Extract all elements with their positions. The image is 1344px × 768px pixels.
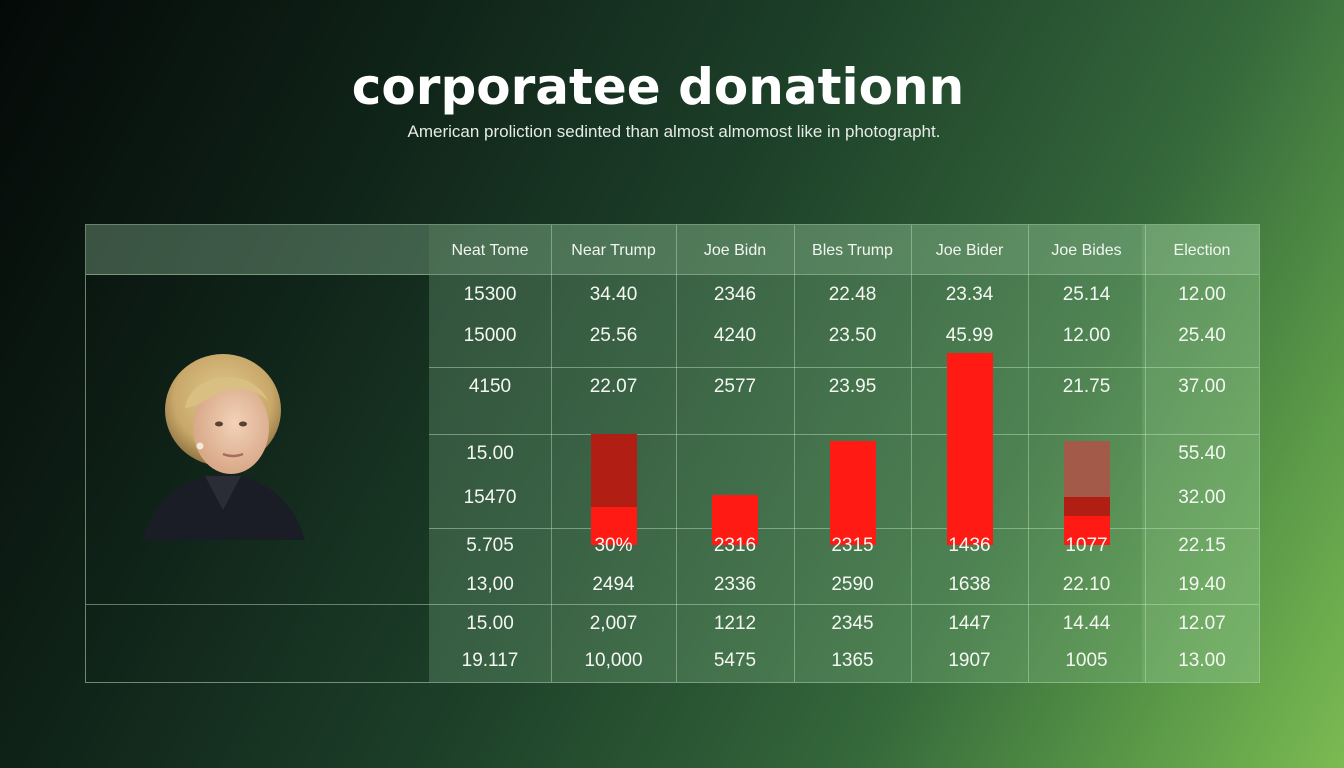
row-divider xyxy=(429,604,1259,605)
table-cell: 5475 xyxy=(713,650,757,671)
table-cell: 13.00 xyxy=(1178,650,1226,671)
table-cell: 22.07 xyxy=(589,376,638,397)
bar xyxy=(590,507,637,545)
table-cell: 15300 xyxy=(463,284,517,305)
table-cell: 5.705 xyxy=(466,535,514,556)
table-cell: 2316 xyxy=(713,535,757,556)
column-header: Joe Bides xyxy=(1051,242,1122,259)
bar xyxy=(712,495,758,545)
column-header: Joe Bidn xyxy=(703,242,767,259)
table-cell: 45.99 xyxy=(945,325,994,346)
table-cell: 4240 xyxy=(713,325,757,346)
table-cell: 25.40 xyxy=(1178,325,1226,346)
left-header-band xyxy=(86,225,429,275)
table-cell: 13,00 xyxy=(466,574,514,595)
row-divider xyxy=(429,274,1259,275)
table-cell: 2336 xyxy=(713,574,757,595)
column-header: Neat Tome xyxy=(451,242,529,259)
donation-table: Neat Tome Near Trump Joe Bidn Bles Trump Joe… xyxy=(429,225,1259,682)
column-header: Bles Trump xyxy=(812,242,893,259)
table-cell: 2590 xyxy=(831,574,874,595)
table-cell: 15470 xyxy=(463,487,517,508)
column-divider xyxy=(794,225,795,682)
table-cell: 15.00 xyxy=(466,613,514,634)
table-cell: 2345 xyxy=(831,613,874,634)
column-divider xyxy=(911,225,912,682)
table-cell: 22.15 xyxy=(1178,535,1226,556)
table-cell: 2577 xyxy=(713,376,757,397)
table-cell: 25.56 xyxy=(589,325,638,346)
table-cell: 22.48 xyxy=(828,284,877,305)
table-cell: 1447 xyxy=(948,613,991,634)
left-row-divider xyxy=(86,604,429,605)
table-cell: 1077 xyxy=(1065,535,1108,556)
bar xyxy=(829,441,876,545)
table-cell: 30% xyxy=(594,535,633,556)
table-cell: 12.00 xyxy=(1178,284,1226,305)
column-divider xyxy=(1145,225,1146,682)
table-cell: 4150 xyxy=(468,376,512,397)
table-cell: 2494 xyxy=(592,574,635,595)
column-divider xyxy=(676,225,677,682)
table-cell: 2346 xyxy=(713,284,757,305)
table-cell: 1436 xyxy=(948,535,991,556)
table-cell: 23.95 xyxy=(828,376,877,397)
bar xyxy=(946,353,993,545)
table-cell: 32.00 xyxy=(1178,487,1226,508)
table-cell: 23.50 xyxy=(828,325,877,346)
table-cell: 25.14 xyxy=(1062,284,1111,305)
row-divider xyxy=(429,367,1259,368)
table-cell: 12.07 xyxy=(1178,613,1226,634)
bar-upper-segment xyxy=(590,434,637,507)
column-divider xyxy=(551,225,552,682)
table-cell: 1638 xyxy=(948,574,991,595)
candidate-portrait xyxy=(143,354,305,540)
bar-middle-segment xyxy=(1063,497,1110,516)
table-cell: 21.75 xyxy=(1062,376,1111,397)
table-cell: 10,000 xyxy=(584,650,643,671)
table-cell: 1365 xyxy=(831,650,874,671)
column-header: Near Trump xyxy=(571,242,656,259)
election-column-tint xyxy=(1142,225,1259,682)
table-header-band xyxy=(429,225,1259,274)
table-cell: 19.40 xyxy=(1178,574,1226,595)
table-cell: 15.00 xyxy=(466,443,514,464)
column-header: Joe Bider xyxy=(935,242,1004,259)
table-cell: 2,007 xyxy=(589,613,638,634)
table-cell: 37.00 xyxy=(1178,376,1226,397)
column-header: Election xyxy=(1173,242,1231,259)
table-cell: 23.34 xyxy=(945,284,994,305)
table-cell: 12.00 xyxy=(1062,325,1111,346)
table-cell: 2315 xyxy=(831,535,874,556)
table-cell: 55.40 xyxy=(1178,443,1226,464)
data-panel: Neat Tome Near Trump Joe Bidn Bles Trump Joe… xyxy=(85,224,1260,683)
bar xyxy=(1063,516,1110,545)
table-cell: 15000 xyxy=(463,325,517,346)
page-title: corporatee donationn xyxy=(351,58,965,116)
table-cell: 1005 xyxy=(1065,650,1108,671)
table-cell: 19.117 xyxy=(461,650,519,671)
table-cell: 34.40 xyxy=(589,284,638,305)
row-divider xyxy=(429,434,1259,435)
table-cell: 14.44 xyxy=(1062,613,1111,634)
page-subtitle: American proliction sedinted than almost… xyxy=(407,122,941,141)
column-divider xyxy=(1028,225,1029,682)
bar-upper-segment xyxy=(1063,441,1110,497)
table-cell: 1907 xyxy=(948,650,991,671)
table-cell: 1212 xyxy=(713,613,757,634)
table-cell: 22.10 xyxy=(1062,574,1111,595)
